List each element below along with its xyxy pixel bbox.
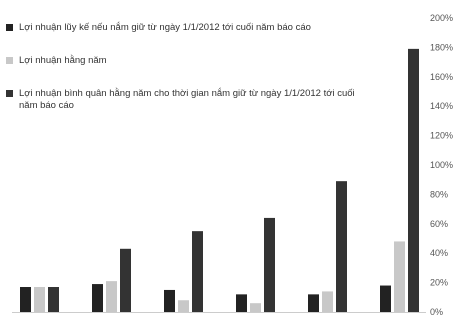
legend-item-annual: Lợi nhuận hằng năm bbox=[6, 55, 361, 67]
y-tick-label: 100% bbox=[430, 160, 453, 170]
bar-annual-3 bbox=[178, 300, 189, 312]
legend: Lợi nhuận lũy kế nếu nắm giữ từ ngày 1/1… bbox=[6, 22, 361, 112]
y-tick-label: 80% bbox=[430, 189, 448, 199]
bar-average-5 bbox=[336, 181, 347, 312]
legend-label-annual: Lợi nhuận hằng năm bbox=[19, 55, 107, 66]
bar-annual-4 bbox=[250, 303, 261, 312]
legend-item-average: Lợi nhuận bình quân hằng năm cho thời gi… bbox=[6, 88, 361, 112]
y-tick-label: 140% bbox=[430, 101, 453, 111]
bar-cumulative-2 bbox=[92, 284, 103, 312]
y-tick-label: 200% bbox=[430, 13, 453, 23]
bar-average-4 bbox=[264, 217, 275, 312]
bar-cumulative-1 bbox=[20, 287, 31, 312]
bar-annual-2 bbox=[106, 281, 117, 312]
bar-cumulative-6 bbox=[380, 285, 391, 312]
y-tick-label: 40% bbox=[430, 248, 448, 258]
bar-average-3 bbox=[192, 231, 203, 312]
y-tick-label: 20% bbox=[430, 278, 448, 288]
y-tick-label: 60% bbox=[430, 219, 448, 229]
bar-annual-6 bbox=[394, 241, 405, 312]
legend-label-average: Lợi nhuận bình quân hằng năm cho thời gi… bbox=[19, 88, 355, 111]
legend-swatch-annual bbox=[6, 57, 13, 64]
legend-swatch-cumulative bbox=[6, 24, 13, 31]
y-tick-label: 120% bbox=[430, 131, 453, 141]
bar-annual-5 bbox=[322, 291, 333, 312]
bar-cumulative-5 bbox=[308, 294, 319, 312]
bar-average-6 bbox=[408, 48, 419, 313]
legend-label-cumulative: Lợi nhuận lũy kế nếu nắm giữ từ ngày 1/1… bbox=[19, 22, 311, 33]
y-tick-label: 0% bbox=[430, 307, 443, 317]
y-tick-label: 160% bbox=[430, 72, 453, 82]
legend-swatch-average bbox=[6, 90, 13, 97]
bar-annual-1 bbox=[34, 287, 45, 312]
bar-average-2 bbox=[120, 248, 131, 312]
bar-cumulative-4 bbox=[236, 294, 247, 312]
bar-average-1 bbox=[48, 287, 59, 312]
legend-item-cumulative: Lợi nhuận lũy kế nếu nắm giữ từ ngày 1/1… bbox=[6, 22, 361, 34]
bar-cumulative-3 bbox=[164, 289, 175, 312]
y-axis: 0% 20% 40% 60% 80% 100% 120% 140% 160% 180% 200% bbox=[430, 13, 453, 317]
bars-group bbox=[20, 48, 419, 313]
y-tick-label: 180% bbox=[430, 42, 453, 52]
